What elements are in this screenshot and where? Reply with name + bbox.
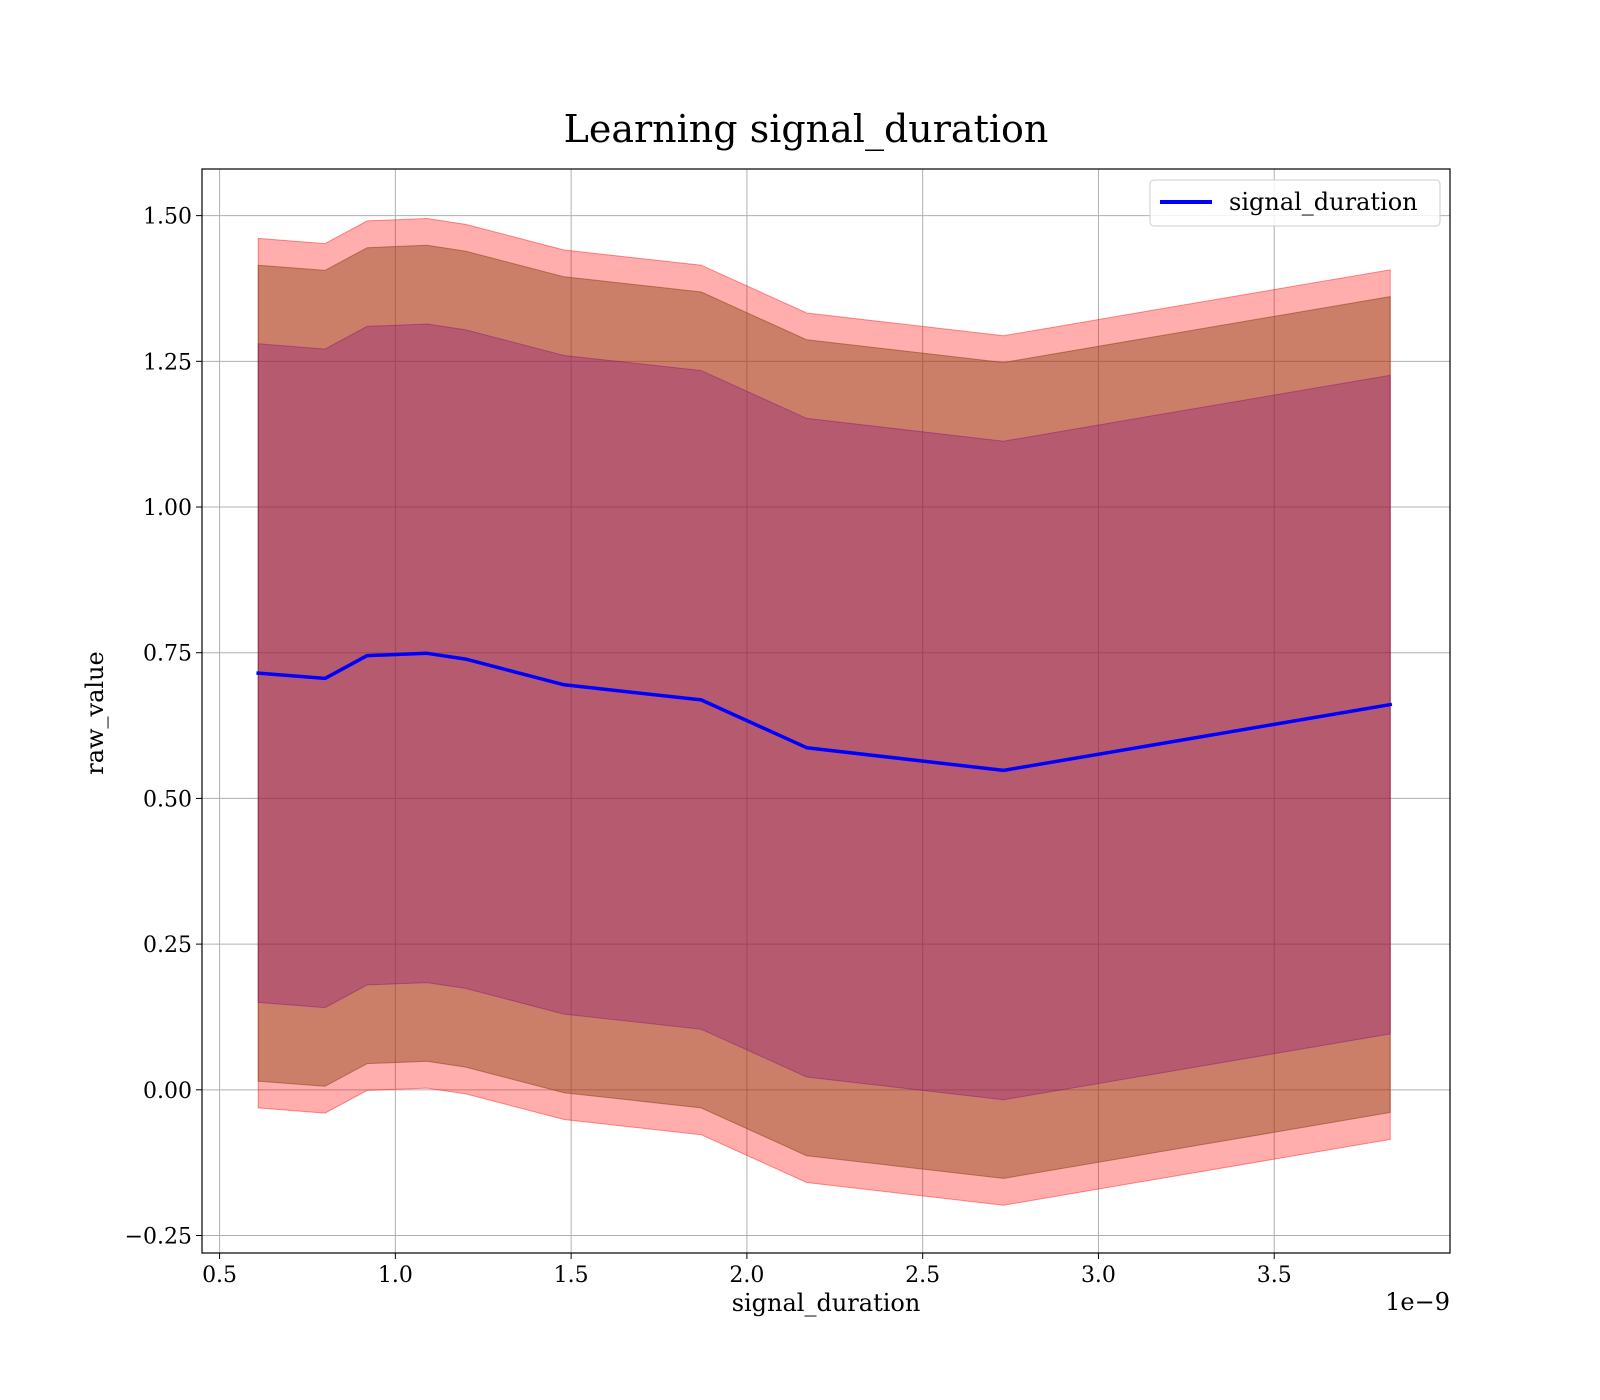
y-tick-label: 0.50 (143, 787, 192, 812)
confidence-band-2 (257, 244, 1391, 1179)
y-axis-label: raw_value (81, 651, 109, 775)
x-tick-label: 0.5 (202, 1263, 237, 1288)
x-tick-label: 3.0 (1081, 1263, 1116, 1288)
y-tick-label: 0.00 (143, 1079, 192, 1104)
plot-frame (201, 168, 1451, 1254)
y-tick-label: 1.00 (143, 496, 192, 521)
legend: signal_duration (1149, 179, 1441, 227)
x-axis-label: signal_duration (732, 1289, 921, 1317)
y-axis-ticks: −0.25 0.00 0.25 0.50 0.75 1.00 1.25 1.50 (125, 205, 202, 1250)
legend-label-signal-duration: signal_duration (1229, 188, 1418, 216)
y-tick-label: 0.25 (143, 933, 192, 958)
confidence-band-1 (257, 217, 1391, 1206)
chart-title: Learning signal_duration (564, 107, 1049, 152)
x-tick-label: 2.5 (905, 1263, 940, 1288)
legend-box (1149, 179, 1441, 227)
confidence-bands (257, 217, 1391, 1206)
series-lines (256, 651, 1393, 773)
x-axis-ticks: 0.5 1.0 1.5 2.0 2.5 3.0 3.5 (202, 1253, 1292, 1288)
x-tick-label: 3.5 (1257, 1263, 1292, 1288)
y-tick-label: 0.75 (143, 642, 192, 667)
y-tick-label: 1.50 (143, 205, 192, 230)
y-tick-label: −0.25 (125, 1225, 192, 1250)
x-axis-offset-label: 1e−9 (1385, 1288, 1450, 1316)
series-line-signal-duration (256, 651, 1393, 773)
x-tick-label: 2.0 (729, 1263, 764, 1288)
x-tick-label: 1.0 (378, 1263, 413, 1288)
y-tick-label: 1.25 (143, 350, 192, 375)
confidence-band-3 (257, 323, 1391, 1101)
x-tick-label: 1.5 (554, 1263, 589, 1288)
